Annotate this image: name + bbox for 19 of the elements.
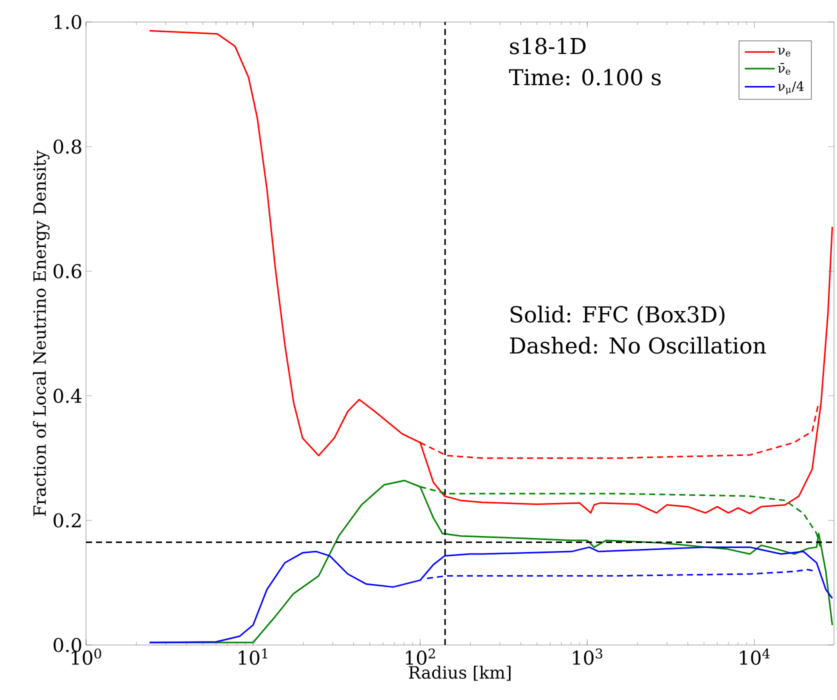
y-tick-label: 0.8	[54, 139, 82, 154]
legend-label: ν$_{μ}$/4	[778, 81, 804, 95]
y-tick-label: 0.0	[54, 638, 82, 652]
y-tick-label: 0.6	[54, 264, 82, 278]
annotation: s18-1D	[510, 38, 586, 54]
legend-label: ν̄$_{e}$	[778, 63, 790, 75]
annotation: Solid: FFC (Box3D)	[510, 306, 724, 326]
x-tick-label: 10$^{1}$	[238, 648, 268, 665]
annotation: Dashed: No Oscillation	[510, 336, 766, 354]
x-tick-label: 10$^{2}$	[406, 648, 435, 665]
y-tick-label: 0.2	[54, 513, 81, 528]
legend-label: ν$_{e}$	[778, 48, 790, 57]
y-tick-label: 1.0	[54, 14, 82, 30]
y-tick-label: 0.4	[54, 388, 82, 403]
y-axis-title: Fraction of Local Neutrino Energy Density	[32, 150, 50, 516]
annotation: Time: 0.100 s	[509, 68, 661, 86]
x-tick-label: 10$^{4}$	[740, 648, 770, 665]
x-tick-label: 10$^{3}$	[573, 648, 602, 665]
x-axis-title: Radius [km]	[408, 666, 511, 681]
